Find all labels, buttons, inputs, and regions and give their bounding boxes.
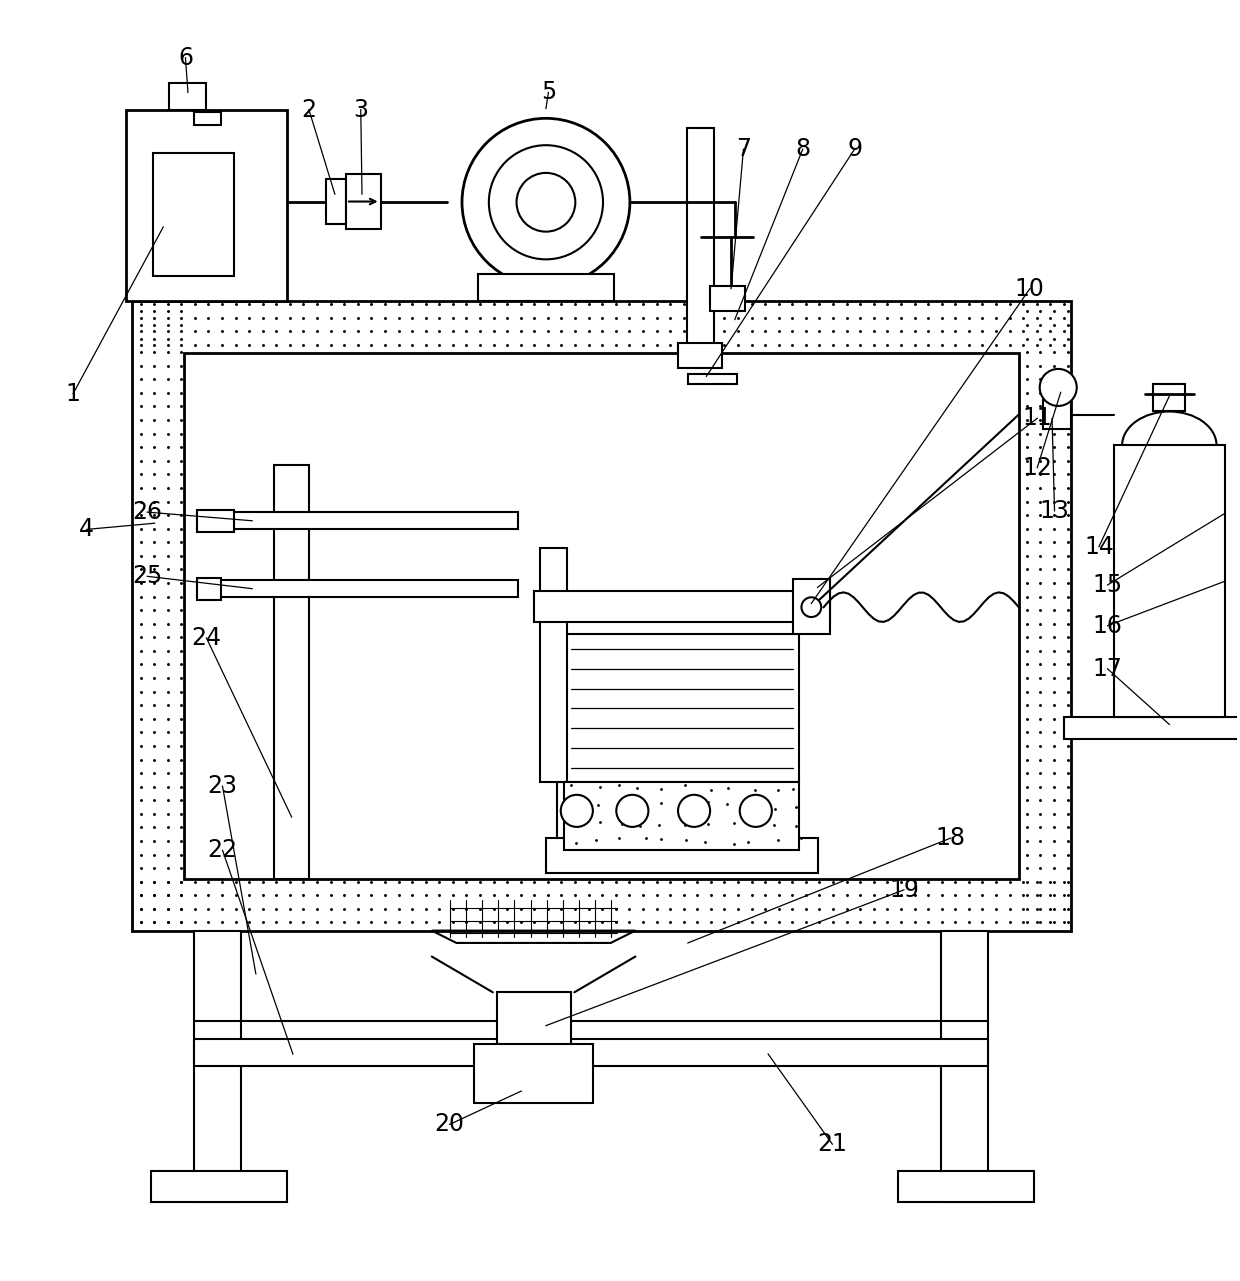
Bar <box>557 783 596 838</box>
Bar <box>133 301 1070 930</box>
Text: 11: 11 <box>1022 406 1052 430</box>
Bar <box>475 1044 593 1103</box>
Circle shape <box>740 794 771 828</box>
Bar <box>326 179 346 224</box>
Bar <box>197 578 221 600</box>
Bar <box>274 465 309 879</box>
Bar <box>941 930 988 1202</box>
Text: 1: 1 <box>66 382 81 406</box>
Bar <box>564 634 799 783</box>
Bar <box>688 374 738 384</box>
Circle shape <box>463 118 630 286</box>
Bar <box>346 174 381 229</box>
Text: 10: 10 <box>1014 277 1045 301</box>
Text: 18: 18 <box>936 826 966 851</box>
Bar <box>195 113 221 124</box>
Text: 5: 5 <box>541 81 556 105</box>
Text: 14: 14 <box>1084 534 1114 559</box>
Bar <box>1114 446 1225 717</box>
Bar <box>170 82 207 110</box>
Bar <box>711 286 745 311</box>
Text: 12: 12 <box>1022 456 1053 479</box>
Text: 4: 4 <box>79 518 94 542</box>
Bar <box>687 128 714 365</box>
Text: 13: 13 <box>1039 498 1069 523</box>
Text: 6: 6 <box>179 46 193 70</box>
Bar <box>539 548 567 783</box>
Circle shape <box>616 794 649 828</box>
Bar <box>564 783 799 851</box>
Bar <box>1153 384 1185 411</box>
Bar <box>197 510 233 532</box>
Text: 16: 16 <box>1092 614 1122 638</box>
Bar <box>154 152 233 277</box>
Bar <box>1043 400 1070 429</box>
Circle shape <box>1039 369 1076 406</box>
Bar <box>546 838 817 872</box>
Text: 15: 15 <box>1092 573 1122 597</box>
Bar <box>195 1039 988 1066</box>
Circle shape <box>678 794 711 828</box>
Bar <box>197 580 517 597</box>
Text: 23: 23 <box>207 774 238 798</box>
Text: 21: 21 <box>817 1132 847 1157</box>
Bar <box>126 110 286 301</box>
Bar <box>792 579 830 634</box>
Text: 19: 19 <box>889 877 919 902</box>
Bar <box>737 783 775 838</box>
Bar <box>533 591 830 623</box>
Circle shape <box>517 173 575 232</box>
Bar <box>613 783 652 838</box>
Text: 25: 25 <box>133 565 162 588</box>
Circle shape <box>801 597 821 617</box>
Bar <box>1064 717 1240 739</box>
Bar <box>479 274 614 301</box>
Bar <box>185 352 1019 879</box>
Bar <box>197 512 517 529</box>
Text: 20: 20 <box>435 1112 465 1136</box>
Text: 7: 7 <box>737 137 751 161</box>
Text: 17: 17 <box>1092 657 1122 681</box>
Text: 8: 8 <box>795 137 810 161</box>
Circle shape <box>489 145 603 259</box>
Text: 9: 9 <box>847 137 862 161</box>
Bar <box>678 343 723 368</box>
Text: 2: 2 <box>301 97 316 122</box>
Text: 3: 3 <box>353 97 368 122</box>
Circle shape <box>560 794 593 828</box>
Bar <box>195 930 241 1202</box>
Bar <box>496 993 570 1048</box>
Text: 26: 26 <box>133 500 162 524</box>
Bar <box>151 1171 286 1202</box>
Text: 24: 24 <box>191 626 222 649</box>
Bar <box>898 1171 1033 1202</box>
Bar <box>675 783 714 838</box>
Text: 22: 22 <box>207 838 238 862</box>
